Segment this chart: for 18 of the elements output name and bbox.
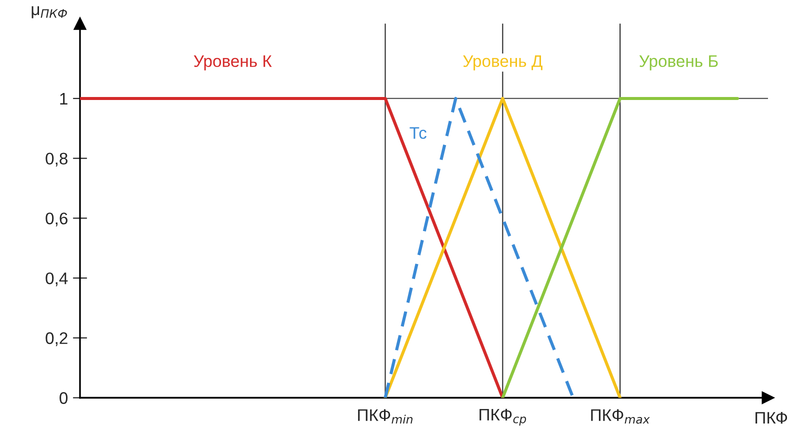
x-axis-title: ПКФ — [756, 412, 788, 424]
text: Уровень Д — [463, 55, 542, 70]
series-label: Уровень Б — [639, 55, 718, 70]
y-tick-label: 1 — [60, 93, 68, 105]
y-tick-label: 0 — [60, 392, 68, 404]
y-tick-label: 0,8 — [46, 152, 68, 166]
x-tick-label: ПКФ$_{min}$ — [358, 409, 412, 424]
y-axis-title: μ$_{ПКФ}$ — [32, 6, 67, 18]
line-series — [501, 96, 740, 398]
line-series — [80, 96, 504, 398]
x-tick-label: ПКФ$_{max}$ — [591, 409, 650, 424]
line-series — [384, 96, 575, 398]
y-tick-label: 0,6 — [46, 212, 68, 226]
y-tick-label: 0,2 — [46, 332, 68, 346]
series-label: Уровень К — [194, 55, 272, 70]
series-label: Тс — [410, 127, 426, 139]
y-tick-label: 0,4 — [46, 272, 68, 286]
x-tick-label: ПКФ$_{ср}$ — [480, 408, 526, 426]
